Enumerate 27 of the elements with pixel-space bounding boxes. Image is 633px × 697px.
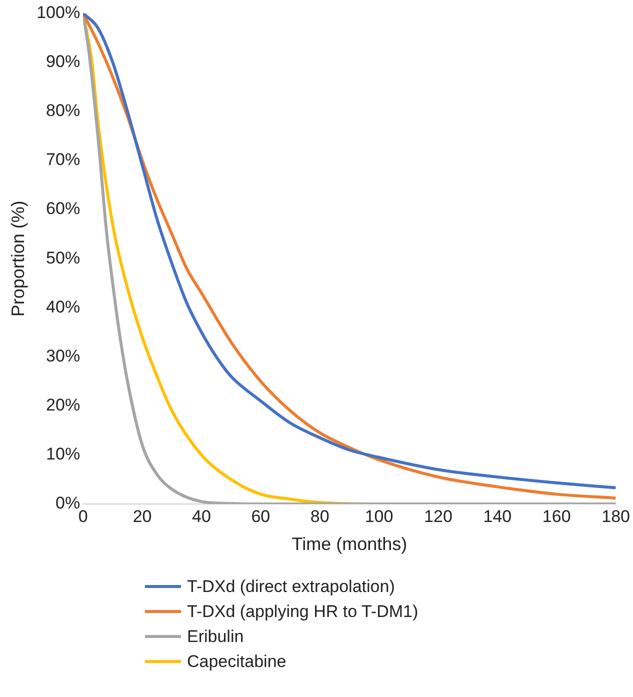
x-tick-label: 160 (542, 506, 571, 526)
x-tick-label: 180 (602, 506, 630, 526)
x-tick-label: 20 (132, 506, 152, 526)
y-tick-label: 100% (36, 2, 80, 22)
legend-label: T-DXd (applying HR to T-DM1) (187, 602, 418, 622)
x-tick-label: 120 (424, 506, 452, 526)
y-tick-label: 60% (46, 199, 80, 218)
y-axis-title: Proportion (%) (8, 200, 28, 317)
y-tick-label: 80% (46, 101, 80, 120)
x-tick-label: 40 (192, 506, 211, 526)
y-tick-label: 90% (46, 52, 80, 71)
x-tick-label: 80 (310, 506, 330, 526)
legend-label: Eribulin (187, 626, 244, 646)
y-tick-label: 70% (46, 150, 80, 170)
y-tick-label: 10% (46, 444, 80, 464)
legend-label: Capecitabine (187, 652, 286, 672)
y-tick-label: 50% (46, 248, 80, 268)
y-tick-label: 30% (46, 346, 80, 366)
legend-label: T-DXd (direct extrapolation) (187, 576, 395, 596)
x-tick-label: 100 (364, 506, 394, 526)
y-tick-label: 20% (46, 396, 80, 415)
y-tick-label: 40% (46, 297, 80, 316)
y-tick-label: 0% (56, 494, 80, 513)
x-tick-label: 0 (78, 506, 88, 526)
x-tick-label: 140 (483, 506, 512, 526)
x-axis-title: Time (months) (292, 534, 408, 554)
x-tick-label: 60 (251, 506, 270, 526)
